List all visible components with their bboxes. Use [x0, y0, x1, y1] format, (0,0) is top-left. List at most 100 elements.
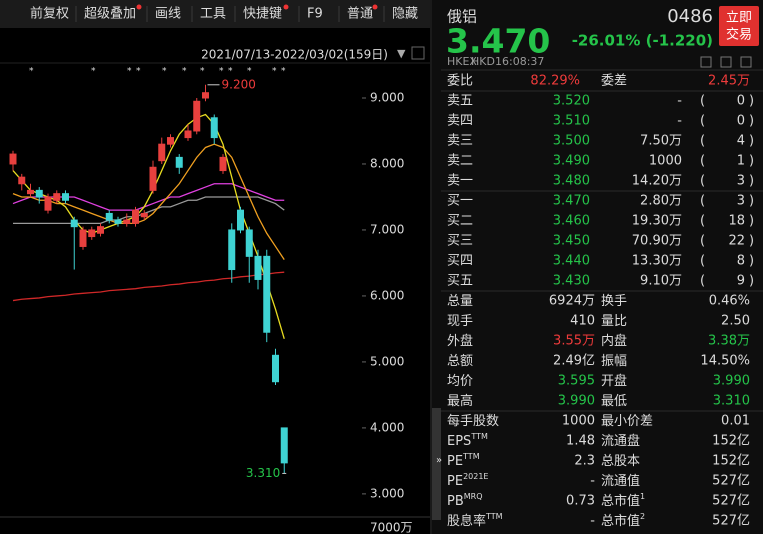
paren: ( [700, 94, 705, 109]
field-label: 开盘 [601, 373, 627, 389]
field-label-text: 均价 [447, 374, 473, 389]
quote-meta: HKD [471, 55, 495, 68]
tool-icons[interactable] [700, 56, 752, 68]
book-label: 卖一 [447, 174, 473, 189]
book-label: 卖二 [447, 154, 473, 169]
paren: ) [749, 214, 754, 229]
toolbar-item[interactable]: 隐藏 [392, 7, 418, 22]
field-label: 总额 [447, 354, 473, 369]
candle-body [228, 229, 236, 271]
candle-body [263, 255, 271, 333]
candle-body [219, 156, 227, 172]
svg-text:*: * [219, 67, 224, 77]
field-value: 3.595 [558, 374, 595, 389]
svg-text:*: * [127, 67, 132, 77]
book-volume: 7.50万 [640, 134, 682, 149]
paren: ) [749, 254, 754, 269]
range-dropdown[interactable]: ▼ [397, 47, 406, 60]
book-price: 3.490 [553, 154, 590, 169]
candle-body [79, 229, 87, 247]
ratio-diff-value: 2.45万 [708, 74, 750, 89]
field-label-text: PE [447, 454, 463, 469]
toolbar-item[interactable]: 前复权 [30, 6, 69, 22]
toolbar-item[interactable]: 画线 [155, 7, 181, 22]
svg-text:*: * [136, 67, 141, 77]
toolbar-item[interactable]: 普通 [347, 7, 373, 22]
field-label-text: 流通值 [601, 473, 640, 489]
book-price: 3.520 [553, 94, 590, 109]
svg-text:*: * [162, 67, 167, 77]
book-count: 3 [737, 174, 745, 189]
book-price: 3.440 [553, 254, 590, 269]
field-label-text: 最低 [601, 394, 627, 409]
trade-button-label[interactable]: 交易 [726, 27, 752, 43]
field-label-text: 股息率 [447, 513, 486, 529]
svg-text:*: * [182, 67, 187, 77]
book-volume: 70.90万 [632, 234, 682, 249]
toolbar-item[interactable]: F9 [307, 7, 323, 22]
paren: ) [749, 274, 754, 289]
field-label: PBMRQ [447, 492, 483, 509]
candle-body [193, 100, 201, 132]
trade-button[interactable] [719, 6, 759, 46]
book-count: 3 [737, 194, 745, 209]
field-label-sup: 2 [640, 512, 645, 521]
toolbar-item[interactable]: 快捷键 [243, 7, 282, 22]
field-value: 527亿 [712, 514, 750, 529]
field-value: 2.50 [721, 314, 750, 329]
candle-body [53, 193, 61, 201]
field-label-text: 振幅 [601, 354, 627, 369]
svg-text:*: * [29, 67, 34, 77]
paren: ( [700, 214, 705, 229]
field-value: 1.48 [566, 434, 595, 449]
book-label: 买三 [447, 234, 473, 249]
field-label-text: 总量 [447, 294, 473, 309]
paren: ( [700, 114, 705, 129]
collapse-icon[interactable]: » [436, 455, 442, 466]
paren: ( [700, 174, 705, 189]
moving-average [13, 196, 285, 225]
candle-body [132, 209, 139, 224]
field-label-text: 最小价差 [601, 414, 653, 429]
candle-body [272, 354, 279, 383]
field-label-text: PE [447, 474, 463, 489]
book-volume: - [677, 114, 682, 129]
field-label-text: 换手 [601, 294, 627, 309]
candle-body [18, 176, 26, 185]
toolbar [0, 0, 430, 28]
paren: ) [749, 154, 754, 169]
svg-text:*: * [281, 67, 286, 77]
field-label-text: 每手股数 [447, 413, 499, 429]
book-volume: 13.30万 [632, 254, 682, 269]
field-label-text: 现手 [447, 314, 473, 329]
moving-average [12, 143, 285, 261]
candle-body [70, 219, 78, 228]
book-count: 8 [737, 254, 745, 269]
book-label: 买五 [447, 274, 473, 289]
range-icon[interactable] [411, 46, 425, 60]
field-value: 14.50% [700, 354, 750, 369]
candle-body [123, 219, 131, 224]
y-tick-label: 8.000 [370, 156, 404, 170]
field-value: 3.55万 [553, 334, 595, 349]
paren: ( [700, 254, 705, 269]
candle-body [167, 137, 174, 145]
toolbar-item[interactable]: 工具 [200, 7, 226, 22]
star-markers: * * * * * * * * * * * * [29, 67, 286, 77]
trade-button-label[interactable]: 立即 [726, 11, 752, 26]
field-label: 总市值2 [601, 512, 645, 529]
date-range: 2021/07/13-2022/03/02(159日) [201, 48, 388, 62]
book-label: 买二 [447, 214, 473, 229]
book-label: 卖三 [447, 134, 473, 149]
book-volume: 1000 [649, 154, 682, 169]
field-label: 最小价差 [601, 414, 653, 429]
field-label-text: 开盘 [601, 373, 627, 389]
book-volume: 2.80万 [640, 194, 682, 209]
field-label: 总股本 [601, 454, 640, 469]
y-tick-label: 5.000 [370, 354, 404, 368]
collapse-handle[interactable] [432, 408, 441, 520]
notice-dot [136, 4, 142, 10]
book-price: 3.460 [553, 214, 590, 229]
toolbar-item[interactable]: 超级叠加 [84, 7, 136, 22]
